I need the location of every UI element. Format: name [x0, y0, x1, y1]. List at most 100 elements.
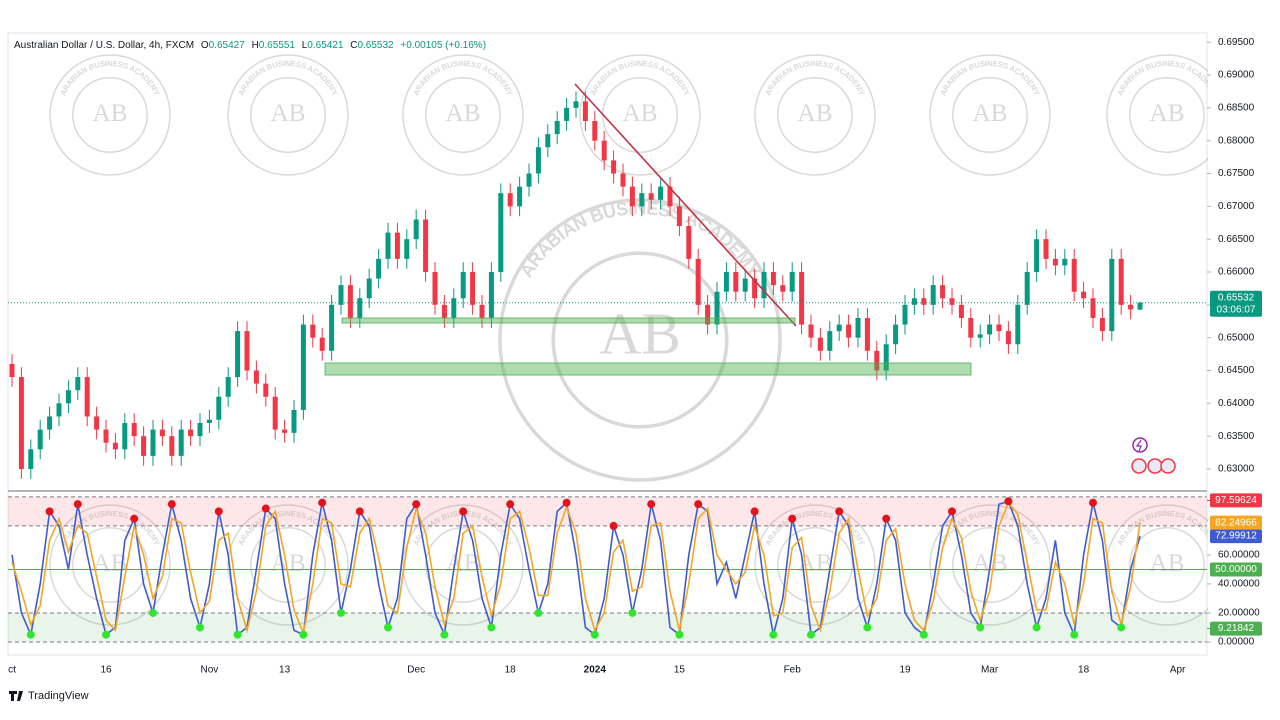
- x-tick-label: 18: [505, 665, 517, 676]
- value-box: [1210, 562, 1262, 577]
- candle-body: [1052, 258, 1058, 266]
- candle-body: [535, 147, 541, 174]
- candle-body: [94, 416, 100, 430]
- y2-tick-label: 20.00000: [1218, 608, 1260, 619]
- candle-body: [883, 344, 889, 371]
- signal-dot-high: [214, 507, 223, 516]
- candle-body: [206, 419, 212, 424]
- candle-body: [827, 331, 833, 351]
- ohlc-value: 0.65427: [209, 40, 246, 51]
- y2-tick-label: 0.00000: [1218, 637, 1255, 648]
- watermark-ring: [929, 54, 1051, 176]
- candle-body: [911, 298, 917, 305]
- candle-body: [686, 226, 692, 259]
- signal-dot-high: [506, 500, 515, 509]
- candle-body: [799, 272, 805, 325]
- candle-body: [808, 324, 814, 338]
- x-tick-label: 16: [100, 665, 112, 676]
- watermark-ring: [777, 77, 853, 153]
- signal-dot-high: [694, 500, 703, 509]
- y-tick-label: 0.69000: [1218, 70, 1255, 81]
- price-change: +0.00105 (+0.16%): [400, 40, 486, 51]
- candle-body: [141, 436, 147, 456]
- watermark-ring: [49, 54, 171, 176]
- watermark-ring: [72, 77, 148, 153]
- candle-body: [159, 429, 165, 437]
- event-icon[interactable]: [1132, 437, 1148, 453]
- candle-body: [1034, 239, 1040, 273]
- event-icon[interactable]: [1160, 458, 1176, 474]
- ohlc-value: 0.65551: [259, 40, 296, 51]
- candle-body: [592, 120, 598, 141]
- x-tick-label: 19: [899, 665, 911, 676]
- trend-line: [574, 83, 797, 327]
- candle-body: [122, 423, 128, 450]
- candle-body: [1118, 258, 1124, 305]
- candle-body: [272, 396, 278, 430]
- signal-dot-low: [628, 608, 637, 617]
- watermark-ring: [754, 54, 876, 176]
- signal-dot-high: [609, 521, 618, 530]
- event-icon[interactable]: [1147, 458, 1163, 474]
- candle-body: [394, 232, 400, 259]
- candle-body: [18, 377, 24, 469]
- axis-layer: 0.63000 0.63500 0.64000 0.64500 0.65000 0.655…: [8, 37, 1262, 676]
- candle-body: [893, 324, 899, 345]
- tv-logo: [9, 691, 23, 701]
- candle-body: [282, 429, 288, 433]
- value-box-label: 72.99912: [1215, 531, 1257, 542]
- y-tick-label: 0.68000: [1218, 135, 1255, 146]
- candle-body: [1071, 258, 1077, 292]
- marks-layer: [9, 91, 1143, 638]
- watermark-ring: [1129, 77, 1205, 153]
- signal-dot-high: [750, 507, 759, 516]
- candle-body: [291, 409, 297, 433]
- candle-body: [366, 278, 372, 299]
- candle-body: [864, 317, 870, 351]
- x-tick-label: Feb: [784, 665, 802, 676]
- y2-tick-label: 60.00000: [1218, 550, 1260, 561]
- signal-dot-low: [337, 608, 345, 617]
- y-tick-label: 0.65000: [1218, 332, 1255, 343]
- signal-dot-high: [1004, 497, 1013, 506]
- candle-body: [958, 304, 964, 318]
- watermark-ring: [425, 77, 501, 153]
- watermark-ring: [929, 504, 1051, 626]
- watermark-initials: AB: [271, 100, 306, 127]
- y-tick-label: 0.68500: [1218, 102, 1255, 113]
- candle-body: [37, 429, 43, 450]
- x-tick-label: 18: [1078, 665, 1090, 676]
- watermark-ring: [402, 54, 524, 176]
- candle-body: [357, 298, 363, 318]
- candle-body: [188, 429, 194, 437]
- signal-dot-high: [318, 498, 327, 507]
- legend-header: Australian Dollar / U.S. Dollar, 4h, FXC…: [14, 40, 486, 51]
- y-tick-label: 0.69500: [1218, 37, 1255, 48]
- x-tick-label: Apr: [1170, 665, 1186, 676]
- candle-body: [56, 403, 62, 417]
- event-icon[interactable]: [1131, 458, 1147, 474]
- candle-body: [667, 186, 673, 207]
- candle-body: [930, 285, 936, 305]
- signal-dot-low: [440, 630, 449, 639]
- signal-dot-high: [355, 507, 364, 516]
- y-tick-label: 0.67500: [1218, 168, 1255, 179]
- watermark-ring: [250, 77, 326, 153]
- countdown-label: 03:06:07: [1217, 304, 1256, 315]
- candle-body: [319, 337, 325, 351]
- x-tick-label: Mar: [981, 665, 999, 676]
- candle-body: [338, 285, 344, 305]
- candle-body: [28, 449, 34, 469]
- candle-body: [770, 272, 776, 286]
- candle-body: [676, 206, 682, 227]
- candle-body: [789, 272, 795, 292]
- y2-tick-label: 40.00000: [1218, 579, 1260, 590]
- last-price-box: [1210, 290, 1262, 317]
- candle-body: [1062, 258, 1068, 266]
- signal-dot-high: [882, 514, 891, 523]
- drawings: [324, 83, 1176, 474]
- signal-dot-high: [167, 500, 176, 509]
- watermark-initials: AB: [798, 100, 833, 127]
- x-tick-label: Dec: [407, 665, 425, 676]
